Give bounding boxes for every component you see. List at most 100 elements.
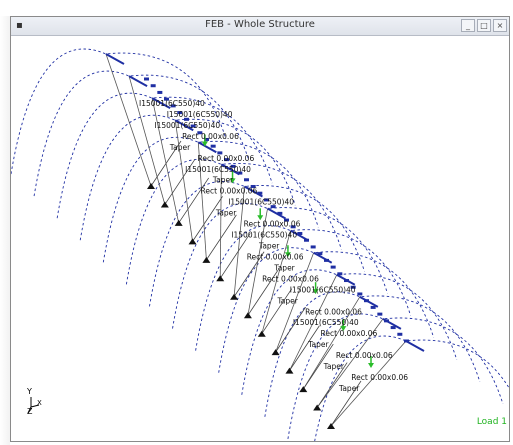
brace-member (330, 380, 362, 427)
column-member (128, 75, 166, 205)
arc-layer (11, 48, 509, 441)
purlin-node (264, 198, 269, 202)
member-label: I15001(6C550)40 (139, 99, 205, 108)
load-layer (201, 134, 374, 368)
column-member (302, 296, 361, 390)
member-label: Rect 0.00x0.06 (201, 187, 258, 196)
member-label: Taper (338, 384, 360, 393)
brace-member (164, 159, 196, 205)
member-label: I15001(6C550)40 (290, 285, 356, 294)
roof-arc (125, 159, 342, 285)
purlin-node (197, 131, 203, 135)
column-member (233, 186, 245, 297)
purlin-node (290, 225, 296, 229)
load-status-label: Load 1 (476, 417, 507, 427)
member-label: Taper (258, 242, 280, 251)
support-marker (188, 238, 197, 245)
load-arrow-head (284, 252, 291, 258)
purlin-node (204, 137, 209, 141)
brace-member (219, 233, 251, 279)
member-label: Rect 0.00x0.06 (305, 307, 362, 316)
support-layer (147, 183, 335, 429)
member-label: Rect 0.00x0.06 (197, 154, 254, 163)
member-label: I15001(6C550)40 (185, 165, 251, 174)
column-member (247, 208, 268, 316)
member-label: Taper (215, 209, 237, 218)
brace-member (275, 306, 306, 353)
support-marker (216, 275, 225, 282)
purlin-node (164, 97, 169, 101)
support-marker (313, 404, 322, 411)
load-arrow-head (257, 215, 264, 221)
purlin-node (304, 238, 309, 242)
support-marker (327, 423, 335, 429)
member-label: I15001(6C550)40 (231, 231, 297, 240)
rafter-member (220, 163, 240, 176)
purlin-node (144, 77, 149, 81)
structure-model[interactable]: I15001(6C550)40 I15001(6C550)40 I15001(6C5… (11, 36, 509, 441)
purlin-node (270, 205, 276, 209)
support-marker (243, 312, 252, 319)
member-label: Rect 0.00x0.06 (262, 274, 319, 283)
structure-viewport[interactable]: I15001(6C550)40 I15001(6C550)40 I15001(6C5… (11, 36, 509, 441)
purlin-node (344, 279, 349, 283)
roof-arc (33, 70, 250, 197)
column-member (261, 230, 292, 334)
axis-triad: Y X Z (25, 387, 55, 419)
support-marker (202, 256, 211, 263)
label-layer: I15001(6C550)40 I15001(6C550)40 I15001(6C5… (139, 99, 408, 393)
purlin-node (297, 232, 303, 236)
member-label: Rect 0.00x0.06 (336, 351, 393, 360)
minimize-button[interactable]: _ (461, 19, 475, 32)
app-icon[interactable]: ▪ (16, 20, 23, 31)
rafter-member (128, 75, 148, 87)
left-window-edge (0, 16, 10, 445)
window-controls: _ □ × (461, 19, 507, 33)
purlin-node (330, 265, 336, 269)
rafter-member (151, 97, 171, 110)
title-bar[interactable]: ▪ FEB - Whole Structure _ □ × (11, 17, 509, 36)
member-label: Rect 0.00x0.06 (247, 252, 304, 261)
purlin-node (364, 299, 369, 303)
brace-member (316, 362, 348, 408)
close-button[interactable]: × (493, 19, 507, 32)
roof-arc (195, 225, 412, 351)
load-arrow-head (229, 178, 236, 184)
roof-arc (79, 114, 296, 241)
roof-arc (287, 313, 504, 439)
purlin-node (337, 272, 343, 276)
member-label: Rect 0.00x0.06 (182, 132, 239, 141)
load-arrow-head (340, 326, 347, 332)
purlin-node (237, 171, 243, 175)
roof-arc (264, 291, 481, 417)
column-member (151, 98, 180, 224)
purlin-node (230, 164, 236, 168)
purlin-node (397, 332, 403, 336)
axis-y-label: Y (27, 387, 32, 396)
member-label: I15001(6C550)40 (154, 121, 220, 130)
purlin-node (370, 305, 376, 309)
brace-member (233, 251, 265, 297)
load-arrow-head (201, 141, 208, 147)
support-marker (299, 386, 308, 393)
member-label: Taper (273, 263, 295, 272)
purlin-node (210, 144, 216, 148)
support-marker (230, 293, 239, 300)
axis-triad-lines (27, 397, 40, 414)
window-title: FEB - Whole Structure (205, 19, 315, 30)
column-member (330, 340, 407, 427)
purlin-node (310, 245, 316, 249)
member-label: Taper (169, 143, 191, 152)
load-arrow-head (312, 289, 319, 295)
structure-window[interactable]: ▪ FEB - Whole Structure _ □ × I15001(6C5… (10, 16, 510, 442)
column-member (197, 142, 207, 260)
roof-arc (149, 181, 365, 307)
support-marker (257, 330, 266, 337)
member-label: I15001(6C550)40 (228, 198, 294, 207)
purlin-node (190, 124, 196, 128)
maximize-button[interactable]: □ (477, 19, 491, 32)
member-label: Rect 0.00x0.06 (351, 373, 408, 382)
member-layer (105, 53, 425, 427)
purlin-node (184, 117, 189, 121)
rafter-member (105, 53, 125, 65)
